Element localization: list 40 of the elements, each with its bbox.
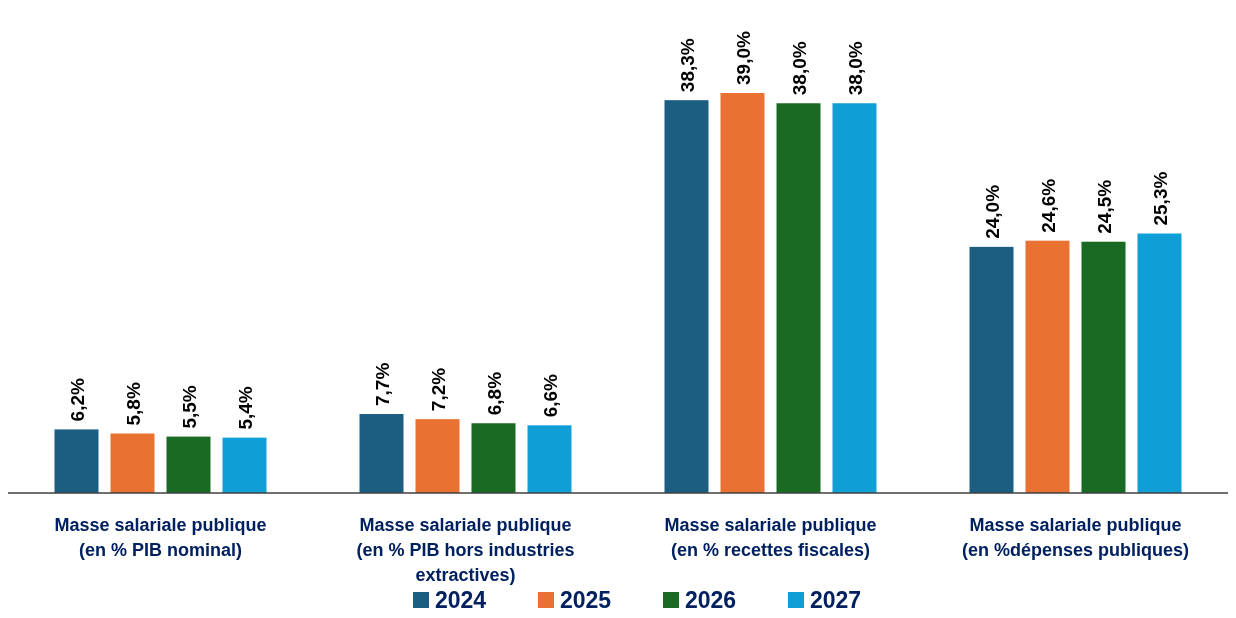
data-label: 7,7%	[371, 362, 393, 407]
bar	[1081, 241, 1126, 493]
data-label: 38,0%	[788, 41, 810, 96]
bar	[415, 419, 460, 493]
data-label: 5,5%	[178, 385, 200, 429]
bar	[166, 436, 211, 493]
bar	[54, 429, 99, 493]
bar	[969, 246, 1014, 493]
bar	[110, 433, 155, 493]
legend-label: 2024	[435, 587, 487, 613]
bar	[1025, 240, 1070, 493]
x-tick-label: Masse salariale publique (en % PIB nominal)	[54, 515, 267, 560]
bar	[776, 103, 821, 493]
bar	[664, 100, 709, 493]
x-tick-label: Masse salariale publique (en % recettes fiscales)	[664, 515, 877, 560]
bar	[527, 425, 572, 493]
legend-label: 2025	[560, 587, 612, 613]
bar	[720, 93, 765, 493]
data-label: 38,0%	[844, 41, 866, 96]
legend-label: 2027	[810, 587, 862, 613]
bar	[832, 103, 877, 493]
data-label: 24,0%	[981, 184, 1003, 239]
data-label: 7,2%	[427, 367, 449, 412]
data-label: 25,3%	[1149, 171, 1171, 226]
bar	[1137, 233, 1182, 493]
data-label: 24,6%	[1037, 178, 1059, 233]
data-label: 6,2%	[66, 378, 88, 422]
data-label: 5,4%	[234, 386, 256, 430]
bar	[359, 414, 404, 493]
data-label: 6,8%	[483, 371, 505, 416]
x-tick-label: Masse salariale publique (en % PIB hors industries extractives)	[356, 515, 575, 585]
bar	[471, 423, 516, 493]
x-tick-label: Masse salariale publique (en %dépenses publiques)	[961, 515, 1190, 560]
data-label: 38,3%	[676, 38, 698, 93]
data-label: 6,6%	[539, 373, 561, 418]
data-label: 39,0%	[732, 31, 754, 85]
data-label: 24,5%	[1093, 179, 1115, 234]
data-label: 5,8%	[122, 382, 144, 426]
bar	[222, 437, 267, 493]
legend-label: 2026	[685, 587, 737, 613]
